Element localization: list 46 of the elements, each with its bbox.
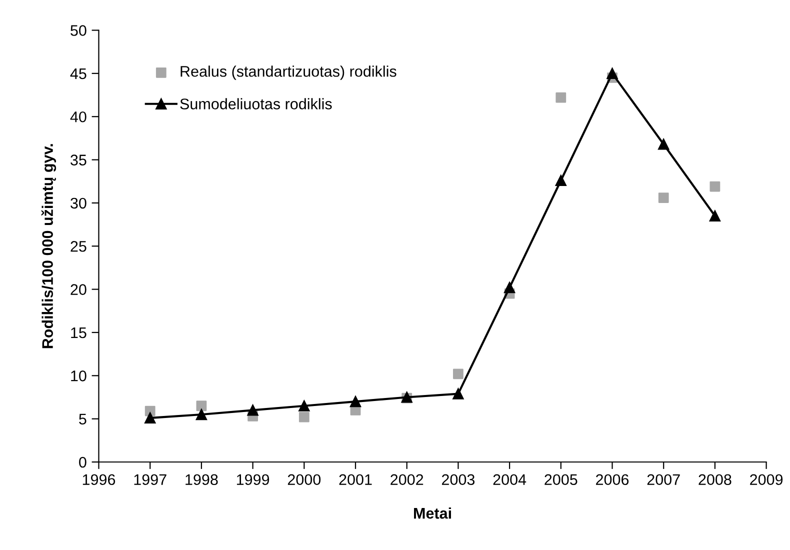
point (658, 192, 669, 203)
y-tick-label: 15 (71, 328, 86, 338)
y-tick-label: 25 (70, 240, 86, 252)
x-axis-title: Metai (414, 507, 451, 519)
x-tick-label: 1997 (134, 474, 166, 486)
x-tick-label: 1998 (186, 474, 218, 486)
point (710, 181, 720, 192)
point (556, 92, 566, 103)
y-tick-label: 50 (70, 25, 86, 36)
x-tick-label: 2000 (288, 474, 321, 486)
point (196, 400, 207, 412)
x-tick-label: 1996 (82, 474, 116, 486)
y-tick-label: 45 (70, 68, 86, 80)
x-tick-label: 2001 (339, 474, 372, 486)
y-tick-label: 0 (79, 456, 86, 468)
x-tick-label: 2008 (698, 474, 732, 486)
y-tick-label: 40 (70, 111, 86, 122)
y-axis-title: Rodiklis/100 000 užimtų gyv. (41, 144, 56, 348)
x-tick-label: 2009 (750, 474, 783, 486)
point (504, 282, 516, 294)
legend-label: Realus (standartizuotas) rodiklis (180, 66, 396, 80)
point (709, 210, 721, 222)
point (298, 412, 310, 422)
y-tick-label: 35 (70, 154, 86, 166)
point (247, 404, 258, 416)
point (658, 138, 670, 150)
point (298, 400, 310, 412)
y-tick-label: 20 (70, 284, 86, 295)
point (452, 388, 464, 400)
y-tick-label: 10 (71, 370, 86, 382)
x-tick-label: 2004 (493, 474, 526, 486)
point (453, 368, 464, 380)
point (196, 408, 208, 420)
x-tick-label: 2007 (647, 474, 680, 486)
x-tick-label: 2006 (596, 474, 629, 486)
x-tick-label: 2005 (544, 474, 578, 486)
y-tick-label: 30 (70, 198, 86, 209)
point (606, 68, 618, 79)
x-tick-label: 2003 (442, 474, 475, 486)
legend-label: Sumodeliuotas rodiklis (180, 98, 332, 110)
y-tick-label: 5 (79, 414, 86, 425)
point (144, 412, 156, 424)
x-tick-label: 2002 (390, 474, 424, 486)
point (555, 174, 566, 186)
point (350, 396, 362, 408)
x-tick-label: 1999 (236, 474, 270, 486)
